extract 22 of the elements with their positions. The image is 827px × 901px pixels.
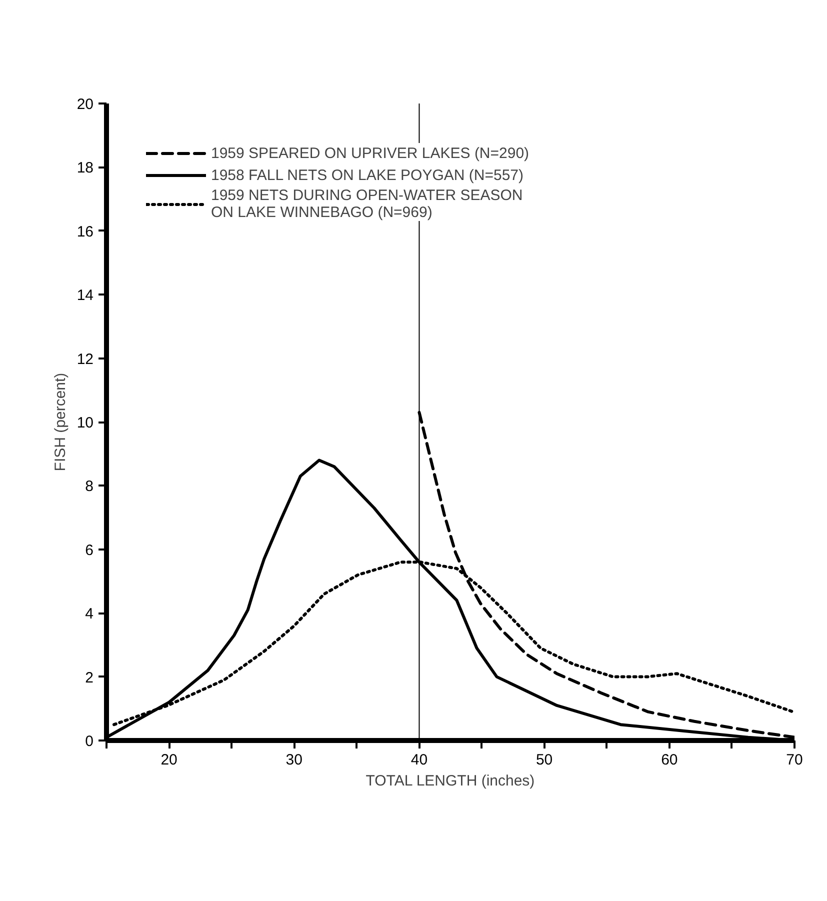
y-tick-label: 4 (85, 606, 94, 623)
y-tick-label: 2 (85, 669, 94, 686)
legend-label: 1959 SPEARED ON UPRIVER LAKES (N=290) (211, 144, 530, 162)
x-tick-label: 40 (410, 752, 428, 768)
x-tick-label: 70 (786, 752, 803, 768)
x-tick-label: 50 (536, 752, 553, 768)
x-axis-title: TOTAL LENGTH (inches) (366, 772, 535, 790)
legend-label: 1958 FALL NETS ON LAKE POYGAN (N=557) (211, 166, 524, 184)
y-tick-label: 12 (76, 350, 94, 368)
x-tick-label: 20 (160, 752, 178, 768)
y-tick-label: 18 (76, 160, 94, 177)
x-tick-label: 60 (661, 752, 678, 768)
y-tick-label: 6 (85, 542, 94, 559)
y-tick-label: 0 (85, 733, 94, 750)
y-tick-label: 20 (76, 96, 94, 113)
x-tick-label: 30 (286, 752, 302, 768)
y-tick-label: 10 (76, 414, 94, 432)
y-tick-label: 14 (76, 287, 94, 304)
y-tick-label: 8 (85, 478, 94, 496)
y-tick-label: 16 (76, 223, 94, 240)
y-axis-title: FISH (percent) (52, 372, 69, 472)
legend-label: 1959 NETS DURING OPEN-WATER SEASON ON LAKE WINNEBAGO (N=969) (211, 187, 523, 221)
